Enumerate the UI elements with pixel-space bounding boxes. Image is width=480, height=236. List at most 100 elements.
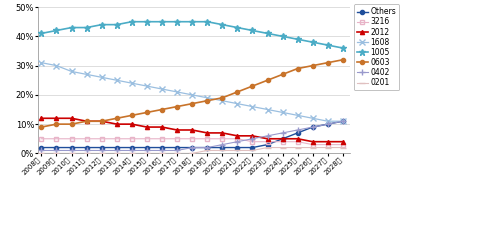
0603 — [144, 111, 150, 114]
Others — [69, 146, 74, 149]
0201 — [325, 146, 331, 149]
2012 — [99, 120, 105, 123]
Others — [234, 146, 240, 149]
0201 — [189, 152, 195, 155]
Others — [325, 123, 331, 126]
0402 — [129, 149, 135, 152]
3216 — [219, 137, 225, 140]
Others — [129, 146, 135, 149]
0402 — [189, 146, 195, 149]
0603 — [234, 91, 240, 93]
0603 — [54, 123, 60, 126]
3216 — [99, 137, 105, 140]
1005 — [84, 26, 89, 29]
1005 — [280, 35, 286, 38]
1608 — [264, 108, 270, 111]
0603 — [325, 61, 331, 64]
0603 — [129, 114, 135, 117]
1005 — [189, 20, 195, 23]
1608 — [280, 111, 286, 114]
0402 — [250, 137, 255, 140]
2012 — [280, 137, 286, 140]
Others — [114, 146, 120, 149]
0201 — [219, 149, 225, 152]
3216 — [144, 137, 150, 140]
0201 — [234, 149, 240, 152]
0603 — [310, 64, 315, 67]
1608 — [159, 88, 165, 90]
3216 — [69, 137, 74, 140]
0402 — [310, 126, 315, 128]
0402 — [264, 135, 270, 137]
Others — [310, 126, 315, 128]
0201 — [99, 152, 105, 155]
Others — [38, 146, 44, 149]
3216 — [295, 140, 300, 143]
0603 — [280, 73, 286, 76]
1005 — [295, 38, 300, 41]
0201 — [114, 152, 120, 155]
0603 — [264, 79, 270, 82]
0402 — [144, 149, 150, 152]
3216 — [84, 137, 89, 140]
1005 — [310, 41, 315, 44]
0402 — [174, 149, 180, 152]
3216 — [250, 140, 255, 143]
0201 — [38, 152, 44, 155]
0603 — [174, 105, 180, 108]
1608 — [144, 85, 150, 88]
Line: 0201: 0201 — [38, 145, 346, 156]
2012 — [204, 131, 210, 134]
1608 — [129, 82, 135, 84]
0201 — [264, 146, 270, 149]
1608 — [189, 93, 195, 96]
3216 — [159, 137, 165, 140]
0201 — [69, 152, 74, 155]
1005 — [174, 20, 180, 23]
2012 — [189, 129, 195, 131]
1608 — [250, 105, 255, 108]
1005 — [325, 44, 331, 46]
0402 — [204, 146, 210, 149]
0402 — [159, 149, 165, 152]
1608 — [340, 120, 346, 123]
3216 — [174, 137, 180, 140]
0402 — [84, 149, 89, 152]
0402 — [325, 123, 331, 126]
1608 — [325, 120, 331, 123]
1608 — [69, 70, 74, 73]
0603 — [219, 96, 225, 99]
0603 — [159, 108, 165, 111]
1608 — [114, 79, 120, 82]
0201 — [280, 146, 286, 149]
2012 — [219, 131, 225, 134]
0201 — [129, 152, 135, 155]
3216 — [129, 137, 135, 140]
2012 — [129, 123, 135, 126]
0201 — [174, 152, 180, 155]
1005 — [144, 20, 150, 23]
2012 — [234, 135, 240, 137]
3216 — [204, 137, 210, 140]
2012 — [325, 140, 331, 143]
1608 — [84, 73, 89, 76]
3216 — [38, 137, 44, 140]
0201 — [159, 152, 165, 155]
0402 — [38, 149, 44, 152]
0402 — [69, 149, 74, 152]
0402 — [54, 149, 60, 152]
0201 — [54, 152, 60, 155]
3216 — [114, 137, 120, 140]
1608 — [204, 96, 210, 99]
2012 — [144, 126, 150, 128]
2012 — [310, 140, 315, 143]
2012 — [114, 123, 120, 126]
0402 — [280, 131, 286, 134]
2012 — [295, 137, 300, 140]
Line: 2012: 2012 — [39, 116, 345, 144]
1005 — [99, 23, 105, 26]
0201 — [250, 149, 255, 152]
0402 — [295, 129, 300, 131]
Others — [84, 146, 89, 149]
1005 — [114, 23, 120, 26]
